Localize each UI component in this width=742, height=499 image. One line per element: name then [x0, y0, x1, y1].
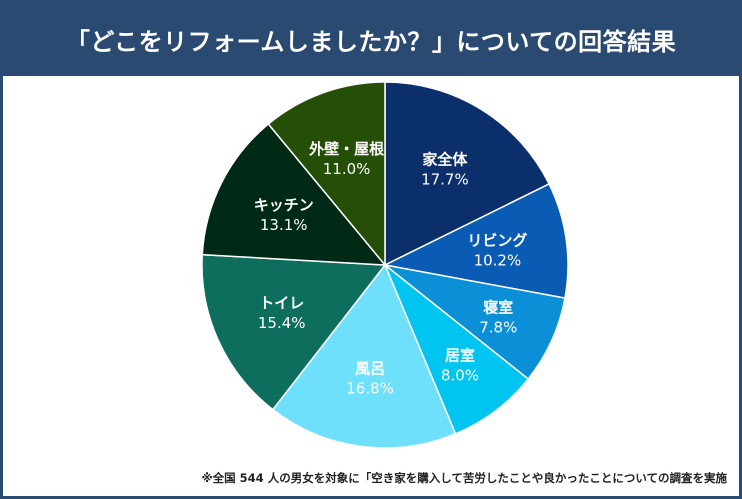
slice-label: 居室 — [445, 346, 475, 364]
chart-area: 家全体 17.7% リビング 10.2% 寝室 7.8% 居室 8.0% 風呂 16.8% トイレ 1… — [3, 76, 739, 496]
slice-value-label: 8.0% — [441, 366, 479, 384]
pie-slice — [271, 263, 457, 449]
slice-label: 家全体 — [422, 151, 468, 169]
slice-label: トイレ — [259, 294, 304, 312]
slice-value-label: 17.7% — [421, 171, 469, 189]
pie-chart: 家全体 17.7% リビング 10.2% 寝室 7.8%居室 8.0% 風呂 16.8% トイレ 1… — [201, 81, 569, 449]
slice-label: リビング — [467, 231, 527, 249]
slice-label: 寝室 — [483, 299, 513, 317]
pie-slice — [384, 81, 551, 267]
pie-slice — [201, 253, 387, 411]
slice-value-label: 10.2% — [474, 251, 522, 269]
slice-value-label: 11.0% — [323, 160, 371, 178]
pie-slice — [201, 122, 387, 266]
slice-value-label: 7.8% — [479, 319, 517, 337]
slice-label: キッチン — [254, 196, 314, 214]
pie-slice — [384, 264, 530, 435]
pie-slice — [382, 182, 569, 300]
slice-value-label: 16.8% — [346, 380, 394, 398]
slice-value-label: 13.1% — [260, 216, 308, 234]
slice-label: 外壁・屋根 — [308, 140, 384, 158]
header-bar: 「どこをリフォームしましたか？」についての回答結果 — [3, 3, 739, 76]
chart-title: 「どこをリフォームしましたか？」についての回答結果 — [65, 28, 677, 56]
slice-label: 風呂 — [355, 360, 385, 378]
slice-value-label: 15.4% — [258, 314, 306, 332]
footnote: ※全国 544 人の男女を対象に「空き家を購入して苦労したことや良かったことにつ… — [201, 471, 728, 485]
pie-slice — [267, 81, 386, 268]
